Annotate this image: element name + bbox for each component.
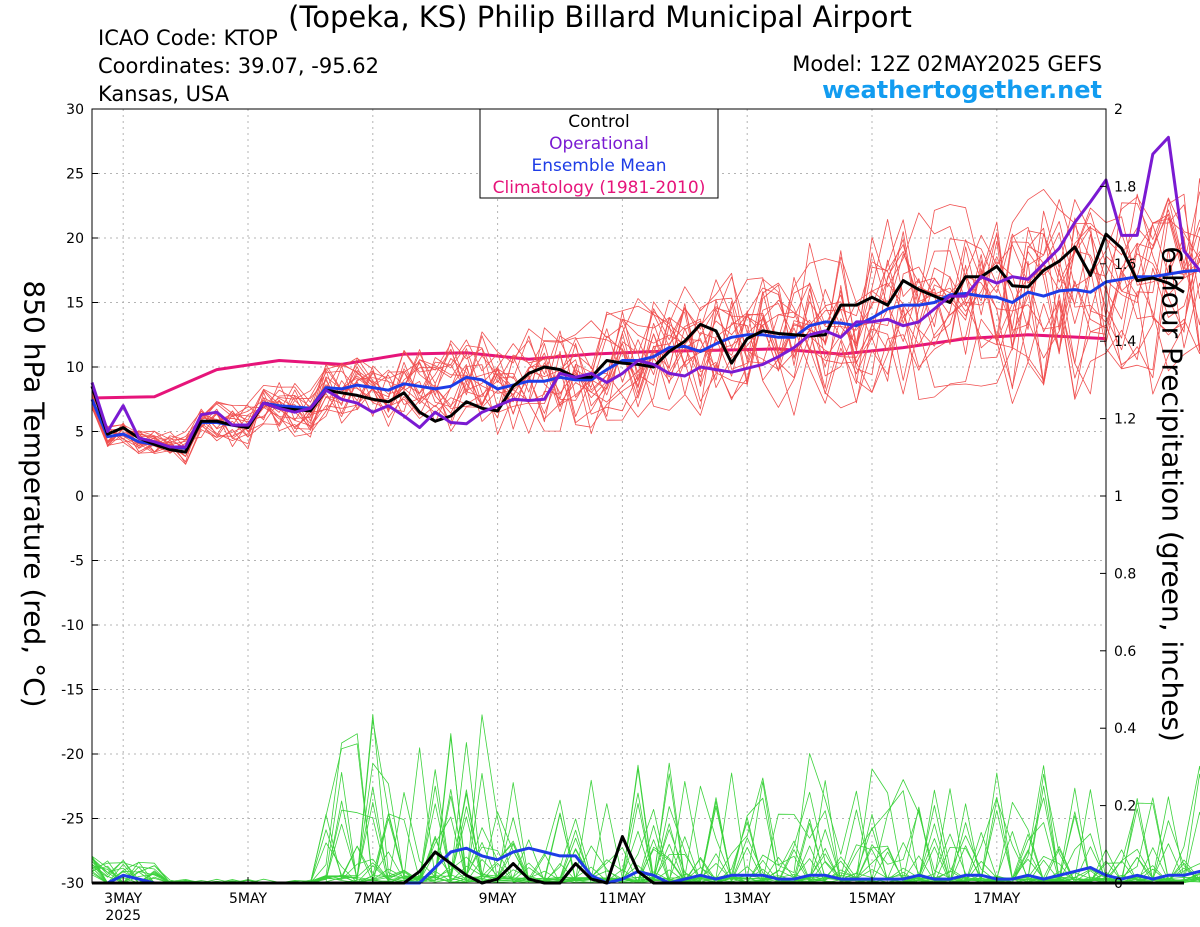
y-right-tick-label: 0.2 xyxy=(1114,799,1136,815)
x-tick-label: 3MAY xyxy=(104,891,142,907)
y-right-tick-label: 2 xyxy=(1114,102,1123,118)
temp-operational-line xyxy=(90,135,1200,449)
y-right-tick-label: 1.4 xyxy=(1114,334,1136,350)
coordinates: Coordinates: 39.07, -95.62 xyxy=(98,54,379,78)
y-left-tick-label: 15 xyxy=(66,296,84,312)
temp-member-line xyxy=(91,191,1200,457)
x-tick-label: 9MAY xyxy=(479,891,517,907)
legend-entry: Control xyxy=(568,112,629,132)
precip-member-line xyxy=(91,785,1200,884)
temp-member-line xyxy=(91,233,1200,454)
y-left-tick-label: -10 xyxy=(61,618,84,634)
y-left-tick-label: 20 xyxy=(66,231,84,247)
y-right-tick-label: 1 xyxy=(1114,489,1123,505)
x-tick-label: 15MAY xyxy=(849,891,896,907)
y-right-tick-label: 0.6 xyxy=(1114,644,1136,660)
y-right-tick-label: 1.6 xyxy=(1114,257,1136,273)
y-right-axis-title: 6-hour Precipitation (green, inches) xyxy=(1155,246,1189,742)
y-left-tick-label: -25 xyxy=(61,812,84,828)
y-right-tick-label: 0.8 xyxy=(1114,566,1136,582)
grid xyxy=(92,109,1106,883)
legend-entry: Operational xyxy=(549,134,649,154)
y-left-axis-title: 850 hPa Temperature (red, °C) xyxy=(17,280,51,708)
precip-member-line xyxy=(91,785,1200,884)
y-left-tick-label: 30 xyxy=(66,102,84,118)
x-tick-sublabel: 2025 xyxy=(105,908,141,924)
climatology-line xyxy=(91,333,1107,400)
y-right-tick-label: 1.2 xyxy=(1114,412,1136,428)
temp-ensemble-mean-line xyxy=(90,268,1200,450)
temp-member-line xyxy=(91,178,1200,449)
temp-member-line xyxy=(91,199,1200,449)
y-left-tick-label: -15 xyxy=(61,683,84,699)
y-right-tick-label: 1.8 xyxy=(1114,179,1136,195)
y-left-tick-label: 10 xyxy=(66,360,84,376)
chart-title: (Topeka, KS) Philip Billard Municipal Ai… xyxy=(288,0,912,34)
temp-member-line xyxy=(91,248,1200,457)
temp-member-line xyxy=(91,196,1200,453)
site-credit[interactable]: weathertogether.net xyxy=(822,76,1102,104)
precip-member-line xyxy=(91,747,1200,884)
legend-entry: Ensemble Mean xyxy=(531,156,666,176)
x-tick-label: 17MAY xyxy=(973,891,1020,907)
y-left-tick-label: -20 xyxy=(61,747,84,763)
x-tick-label: 11MAY xyxy=(599,891,646,907)
y-right-tick-label: 0 xyxy=(1114,876,1123,892)
legend-box xyxy=(479,108,719,199)
x-tick-label: 7MAY xyxy=(354,891,392,907)
temp-member-line xyxy=(91,217,1200,457)
temp-member-line xyxy=(91,244,1200,453)
y-right-tick-label: 0.4 xyxy=(1114,721,1136,737)
x-tick-label: 13MAY xyxy=(724,891,771,907)
icao-code: ICAO Code: KTOP xyxy=(98,26,278,50)
y-left-tick-label: -5 xyxy=(70,554,84,570)
legend-entry: Climatology (1981-2010) xyxy=(493,178,706,198)
y-left-tick-label: 5 xyxy=(75,425,84,441)
axes: 302520151050-5-10-15-20-25-3021.81.61.41… xyxy=(61,102,1136,924)
plot-frame xyxy=(91,108,1107,884)
temp-member-line xyxy=(91,225,1200,454)
x-tick-label: 5MAY xyxy=(229,891,267,907)
temp-member-line xyxy=(91,188,1200,444)
temp-member-line xyxy=(91,209,1200,447)
climatology-layer xyxy=(91,333,1107,400)
region: Kansas, USA xyxy=(98,82,230,106)
y-left-tick-label: 25 xyxy=(66,167,84,183)
y-left-tick-label: -30 xyxy=(61,876,84,892)
model-run: Model: 12Z 02MAY2025 GEFS xyxy=(792,52,1102,76)
y-left-tick-label: 0 xyxy=(75,489,84,505)
